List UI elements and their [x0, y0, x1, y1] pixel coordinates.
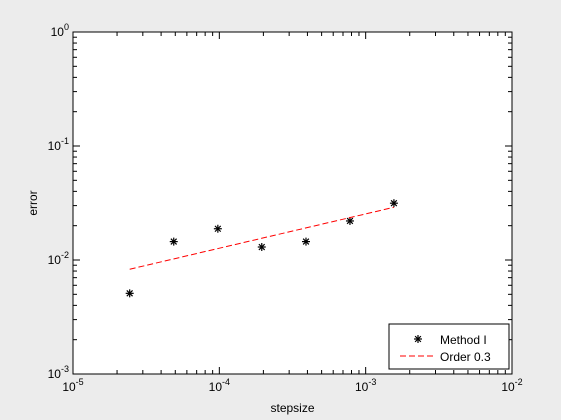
- tick-labels: 10-5 10-4 10-3 10-2 10-3 10-2 10-1 100: [48, 22, 523, 394]
- x-tick-label: 10-5: [62, 377, 83, 394]
- legend-label-order: Order 0.3: [440, 350, 491, 364]
- legend-box: [388, 323, 510, 370]
- legend: Method I Order 0.3: [388, 323, 510, 370]
- data-point-method-i: [169, 237, 178, 246]
- legend-label-method-i: Method I: [440, 333, 487, 347]
- series-layer: [125, 199, 398, 298]
- legend-marker-asterisk-icon: [414, 335, 422, 343]
- data-point-method-i: [213, 224, 222, 233]
- plot-area: [73, 32, 512, 374]
- legend-asterisk-glyph: [414, 335, 422, 343]
- series-line-order: [129, 206, 395, 270]
- y-axis-label: error: [26, 190, 40, 215]
- x-tick-label: 10-4: [209, 377, 230, 394]
- data-point-method-i: [389, 199, 398, 208]
- y-tick-label: 10-3: [48, 364, 69, 381]
- data-point-method-i: [345, 216, 354, 225]
- data-point-method-i: [301, 237, 310, 246]
- x-axis-label: stepsize: [270, 401, 314, 415]
- y-tick-label: 10-1: [48, 136, 69, 153]
- y-tick-label: 10-2: [48, 250, 69, 267]
- data-point-method-i: [125, 289, 134, 298]
- x-tick-label: 10-2: [501, 377, 522, 394]
- plot-frame: [72, 31, 513, 375]
- x-tick-label: 10-3: [355, 377, 376, 394]
- y-tick-label: 100: [51, 22, 69, 39]
- axis-ticks: [72, 32, 512, 375]
- data-point-method-i: [257, 243, 266, 252]
